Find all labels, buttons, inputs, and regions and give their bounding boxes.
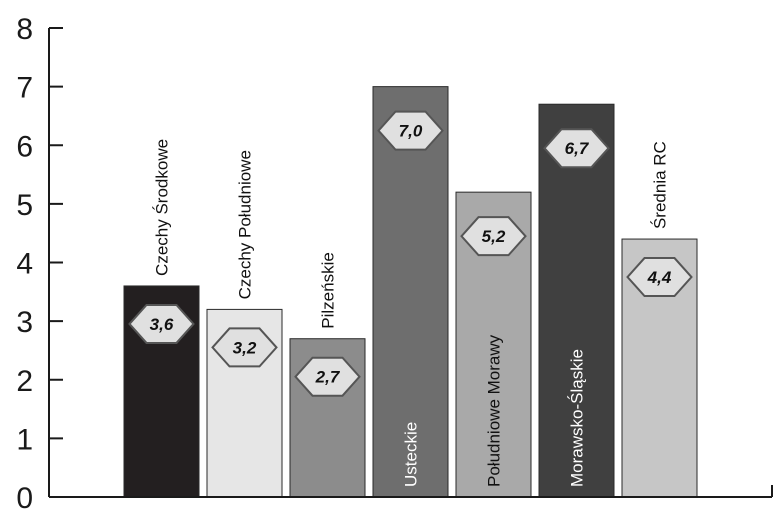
y-tick-label: 0 (16, 482, 33, 511)
bar (372, 86, 449, 498)
value-badge (128, 303, 195, 344)
category-label: Usteckie (402, 422, 421, 487)
x-axis (49, 485, 773, 498)
y-tick-label: 5 (16, 189, 33, 222)
y-tick-label: 4 (16, 248, 33, 281)
value-badge (543, 128, 610, 169)
value-label: 6,7 (565, 139, 590, 158)
y-tick-label: 8 (16, 13, 33, 46)
value-label: 3,2 (233, 338, 257, 357)
value-label: 7,0 (399, 122, 423, 141)
value-label: 5,2 (482, 227, 506, 246)
y-tick-label: 3 (16, 306, 33, 339)
y-tick-label: 1 (16, 423, 33, 456)
y-tick-label: 2 (16, 365, 33, 398)
category-label: Średnia RC (651, 141, 670, 229)
category-label: Czechy Środkowe (153, 139, 172, 276)
value-label: 4,4 (647, 268, 672, 287)
y-axis: 0 1 2 3 4 5 6 7 8 (16, 13, 63, 511)
bar (538, 103, 615, 498)
value-badge (211, 327, 278, 368)
y-tick-label: 6 (16, 130, 33, 163)
value-label: 3,6 (150, 315, 174, 334)
category-label: Pilzeńskie (319, 252, 338, 329)
category-label: Czechy Południowe (236, 150, 255, 299)
bars: 3,6 Czechy Środkowe 3,2 Czechy Południowe 2,… (123, 86, 698, 498)
category-label: Morawsko-Śląskie (568, 349, 587, 487)
value-label: 2,7 (315, 368, 341, 387)
value-badge (294, 356, 361, 397)
category-label: Południowe Morawy (485, 334, 504, 487)
value-badge (460, 216, 527, 257)
value-badge (626, 257, 693, 298)
value-badge (377, 110, 444, 151)
y-tick-label: 7 (16, 72, 33, 105)
